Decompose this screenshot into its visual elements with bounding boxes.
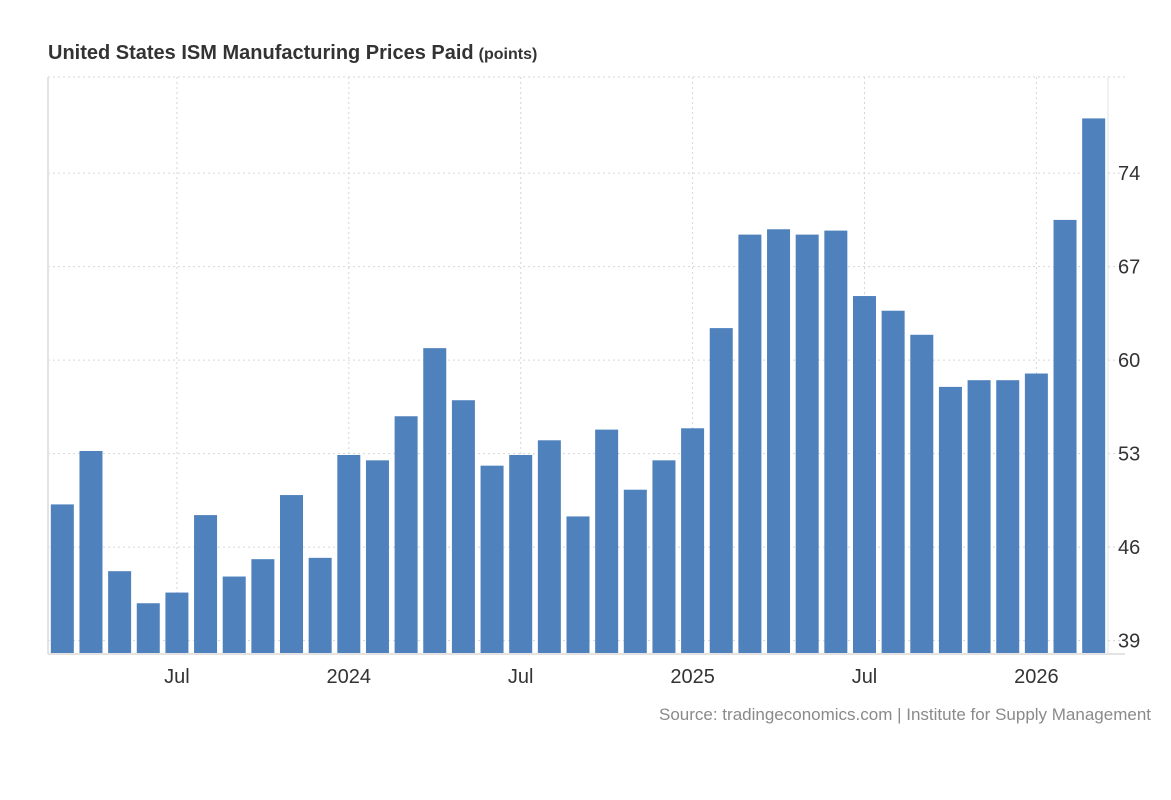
- chart-title: United States ISM Manufacturing Prices P…: [48, 42, 537, 64]
- bar: Sep 2024: 48.3: [566, 516, 590, 654]
- bar: Aug 2025: 63.7: [881, 310, 905, 654]
- chart-title-text: United States ISM Manufacturing Prices P…: [48, 42, 474, 64]
- bar: Jan 2026: 59: [1024, 373, 1048, 654]
- bar: Nov 2023: 49.9: [280, 495, 304, 654]
- bar: Oct 2025: 58: [938, 386, 962, 654]
- y-tick-label: 46: [1118, 537, 1140, 559]
- bar: Apr 2025: 69.8: [767, 229, 791, 654]
- bar: Mar 2025: 69.4: [738, 234, 762, 654]
- bar: Mar 2023: 49.2: [50, 504, 74, 654]
- bar: Mar 2024: 55.8: [394, 416, 418, 654]
- bar: Mar 2026: 78.1: [1082, 118, 1106, 654]
- bar: Jul 2024: 52.9: [509, 454, 533, 654]
- bar: Aug 2024: 54: [537, 440, 561, 654]
- y-tick-label: 74: [1118, 163, 1140, 185]
- bar: Apr 2023: 53.2: [79, 450, 103, 654]
- bar: Jun 2024: 52.1: [480, 465, 504, 654]
- x-tick-labels: Jul 2024 Jul 2025 Jul 2026: [164, 666, 1058, 688]
- y-tick-label: 53: [1118, 444, 1140, 466]
- bar: Dec 2025: 58.5: [996, 380, 1020, 654]
- bar: Feb 2024: 52.5: [365, 460, 389, 654]
- bar: Jan 2024: 52.9: [337, 454, 361, 654]
- x-tick-label: 2026: [1014, 666, 1059, 688]
- y-tick-labels: 39 46 53 60 67 74: [1118, 163, 1140, 652]
- chart-unit: (points): [479, 46, 538, 63]
- bar: May 2023: 44.2: [108, 571, 132, 654]
- bar: May 2024: 57: [451, 400, 475, 654]
- x-tick-label: 2025: [670, 666, 715, 688]
- bar: Jul 2023: 42.6: [165, 592, 189, 654]
- bar: Oct 2023: 45.1: [251, 559, 275, 654]
- bar: Sep 2023: 43.8: [222, 576, 246, 654]
- bar: May 2025: 69.4: [795, 234, 819, 654]
- bar: Jan 2025: 54.9: [681, 428, 705, 654]
- bar: Dec 2024: 52.5: [652, 460, 676, 654]
- bar: Nov 2025: 58.5: [967, 380, 991, 654]
- bar: Jun 2023: 41.8: [136, 603, 160, 654]
- bar: Nov 2024: 50.3: [623, 489, 647, 654]
- bar: Dec 2023: 45.2: [308, 557, 332, 654]
- bar: Apr 2024: 60.9: [423, 348, 447, 654]
- bar: Jun 2025: 69.7: [824, 230, 848, 654]
- bars: Mar 2023: 49.2Apr 2023: 53.2May 2023: 44…: [50, 118, 1106, 654]
- bar: Feb 2026: 70.5: [1053, 219, 1077, 654]
- x-tick-label: 2024: [327, 666, 372, 688]
- bar: Feb 2025: 62.4: [709, 328, 733, 654]
- y-tick-label: 60: [1118, 350, 1140, 372]
- x-tick-label: Jul: [164, 666, 190, 688]
- bar: Sep 2025: 61.9: [910, 334, 934, 654]
- x-tick-label: Jul: [852, 666, 878, 688]
- bar: Oct 2024: 54.8: [595, 429, 619, 654]
- bar: Jul 2025: 64.8: [852, 296, 876, 654]
- axes: [47, 77, 1125, 655]
- y-tick-label: 67: [1118, 257, 1140, 279]
- source-note: Source: tradingeconomics.com | Institute…: [659, 705, 1151, 724]
- x-tick-label: Jul: [508, 666, 534, 688]
- y-tick-label: 39: [1118, 631, 1140, 653]
- bar: Aug 2023: 48.4: [194, 515, 218, 654]
